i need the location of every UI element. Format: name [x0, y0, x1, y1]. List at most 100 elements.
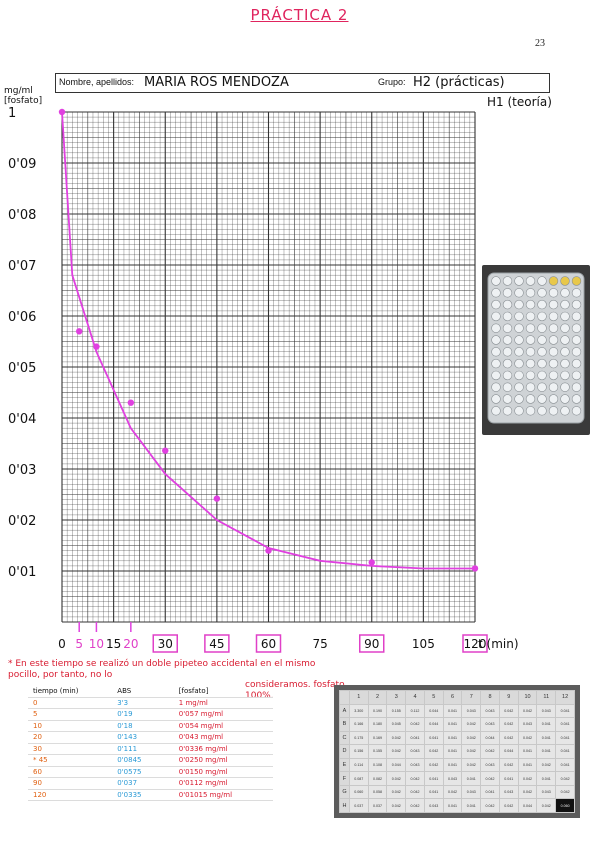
- plate-cell: 0.112: [405, 703, 425, 719]
- plate-cell: 0.114: [348, 757, 369, 773]
- table-row: 20 0'143 0'043 mg/ml: [28, 732, 273, 744]
- x-tick-label: 60: [261, 637, 276, 651]
- well: [548, 299, 559, 310]
- plate-cell: 0.042: [461, 730, 482, 746]
- well: [514, 335, 524, 345]
- name-value: MARIA ROS MENDOZA: [144, 75, 289, 90]
- table-cell: 0'0336 mg/ml: [178, 744, 228, 753]
- data-point: [162, 447, 169, 454]
- well: [537, 288, 547, 298]
- well: [571, 370, 582, 381]
- x-tick-label: 15: [106, 637, 121, 651]
- well: [491, 299, 501, 310]
- annotation-note-2: consideramos. fosfato 100%.: [245, 680, 345, 701]
- x-axis-label: t (min): [478, 637, 519, 651]
- plate-cell: 3.300: [348, 703, 369, 719]
- well: [537, 406, 547, 416]
- plate-cell: 0.042: [405, 784, 425, 800]
- well: [560, 347, 570, 357]
- plate-cell: 0.042: [555, 771, 575, 786]
- plate-col-header: 7: [461, 690, 482, 705]
- plate-cell: 0.042: [498, 798, 519, 813]
- y-tick-label: 0'06: [8, 310, 36, 325]
- well: [502, 276, 513, 286]
- y-tick-label: 0'07: [8, 259, 36, 274]
- well: [514, 394, 524, 404]
- plate-cell: 0.042: [555, 784, 575, 800]
- well: [571, 347, 582, 357]
- group-extra: H1 (teoría): [487, 95, 552, 109]
- well: [548, 335, 559, 345]
- plate-cell: 0.037: [348, 798, 369, 813]
- plate-cell: 0.041: [461, 798, 482, 813]
- plate-cell: 0.060: [348, 784, 369, 800]
- x-tick-label: 120: [464, 637, 487, 651]
- x-tick-label: 5: [75, 637, 83, 651]
- plate-cell: 0.044: [517, 798, 538, 813]
- well: [571, 323, 582, 333]
- table-row: 5 0'19 0'057 mg/ml: [28, 709, 273, 721]
- well: [571, 288, 582, 298]
- well: [537, 394, 547, 404]
- plate-cell: 0.042: [423, 744, 444, 759]
- well: [525, 406, 536, 416]
- table-cell: 20: [33, 733, 42, 742]
- x-tick-label: 20: [123, 637, 138, 651]
- page-title: PRÁCTICA 2: [250, 6, 349, 24]
- well: [560, 288, 570, 298]
- well: [571, 358, 582, 369]
- plate-cell: 0.041: [536, 744, 557, 759]
- plate-cell: 0.043: [461, 784, 482, 800]
- plate-row-header: A: [339, 703, 350, 719]
- well: [548, 382, 559, 392]
- plate-row-header: E: [339, 757, 350, 773]
- plate-cell: 0.044: [423, 703, 444, 719]
- plate-cell: 0.041: [555, 744, 575, 759]
- y-tick-label: 0'05: [8, 361, 36, 376]
- table-row: 10 0'18 0'054 mg/ml: [28, 721, 273, 732]
- plate-cell: 0.043: [480, 717, 500, 732]
- plate-cell: 0.044: [423, 717, 444, 732]
- well: [525, 288, 536, 298]
- plate-col-header: 11: [536, 690, 557, 705]
- plate-cell: 0.043: [442, 771, 463, 786]
- well: [560, 323, 570, 333]
- table-row: 30 0'111 0'0336 mg/ml: [28, 744, 273, 755]
- table-cell: 0'18: [117, 721, 133, 730]
- well: [491, 370, 501, 381]
- plate-cell: 0.042: [517, 784, 538, 800]
- table-cell: 60: [33, 767, 42, 776]
- well: [502, 394, 513, 404]
- plate-cell: 0.042: [517, 771, 538, 786]
- data-point: [58, 108, 66, 116]
- x-tick-box: [204, 634, 230, 653]
- well: [548, 276, 559, 286]
- group-value: H2 (prácticas): [413, 75, 505, 90]
- table-row: 90 0'037 0'0112 mg/ml: [28, 778, 273, 790]
- plate-cell: 0.042: [498, 757, 519, 773]
- plate-cell: 0.180: [367, 717, 388, 732]
- plate-cell: 0.042: [536, 798, 557, 813]
- plate-cell: 0.043: [498, 784, 519, 800]
- plate-cell: 0.042: [386, 730, 407, 746]
- well: [537, 382, 547, 392]
- plate-col-header: 3: [386, 690, 407, 705]
- plate-cell: 0.060: [555, 798, 575, 813]
- plate-col-header: 5: [423, 690, 444, 705]
- table-cell: 0'0335: [117, 790, 142, 799]
- plate-cell: 0.042: [498, 717, 519, 732]
- page-number: 23: [535, 38, 545, 49]
- plate-body: [487, 272, 585, 424]
- well: [525, 358, 536, 369]
- plate-cell: 0.041: [536, 730, 557, 746]
- well: [525, 347, 536, 357]
- plate-cell: 0.041: [442, 703, 463, 719]
- plate-row-header: H: [339, 798, 350, 813]
- table-cell: 0'043 mg/ml: [178, 733, 224, 742]
- well: [514, 311, 524, 322]
- table-cell: 0: [33, 698, 38, 707]
- well: [491, 347, 501, 357]
- plate-cell: 0.042: [498, 703, 519, 719]
- data-table: tiempo (min) ABS [fosfato] 0 3'3 1 mg/ml 5 0'19…: [28, 686, 273, 801]
- well: [537, 335, 547, 345]
